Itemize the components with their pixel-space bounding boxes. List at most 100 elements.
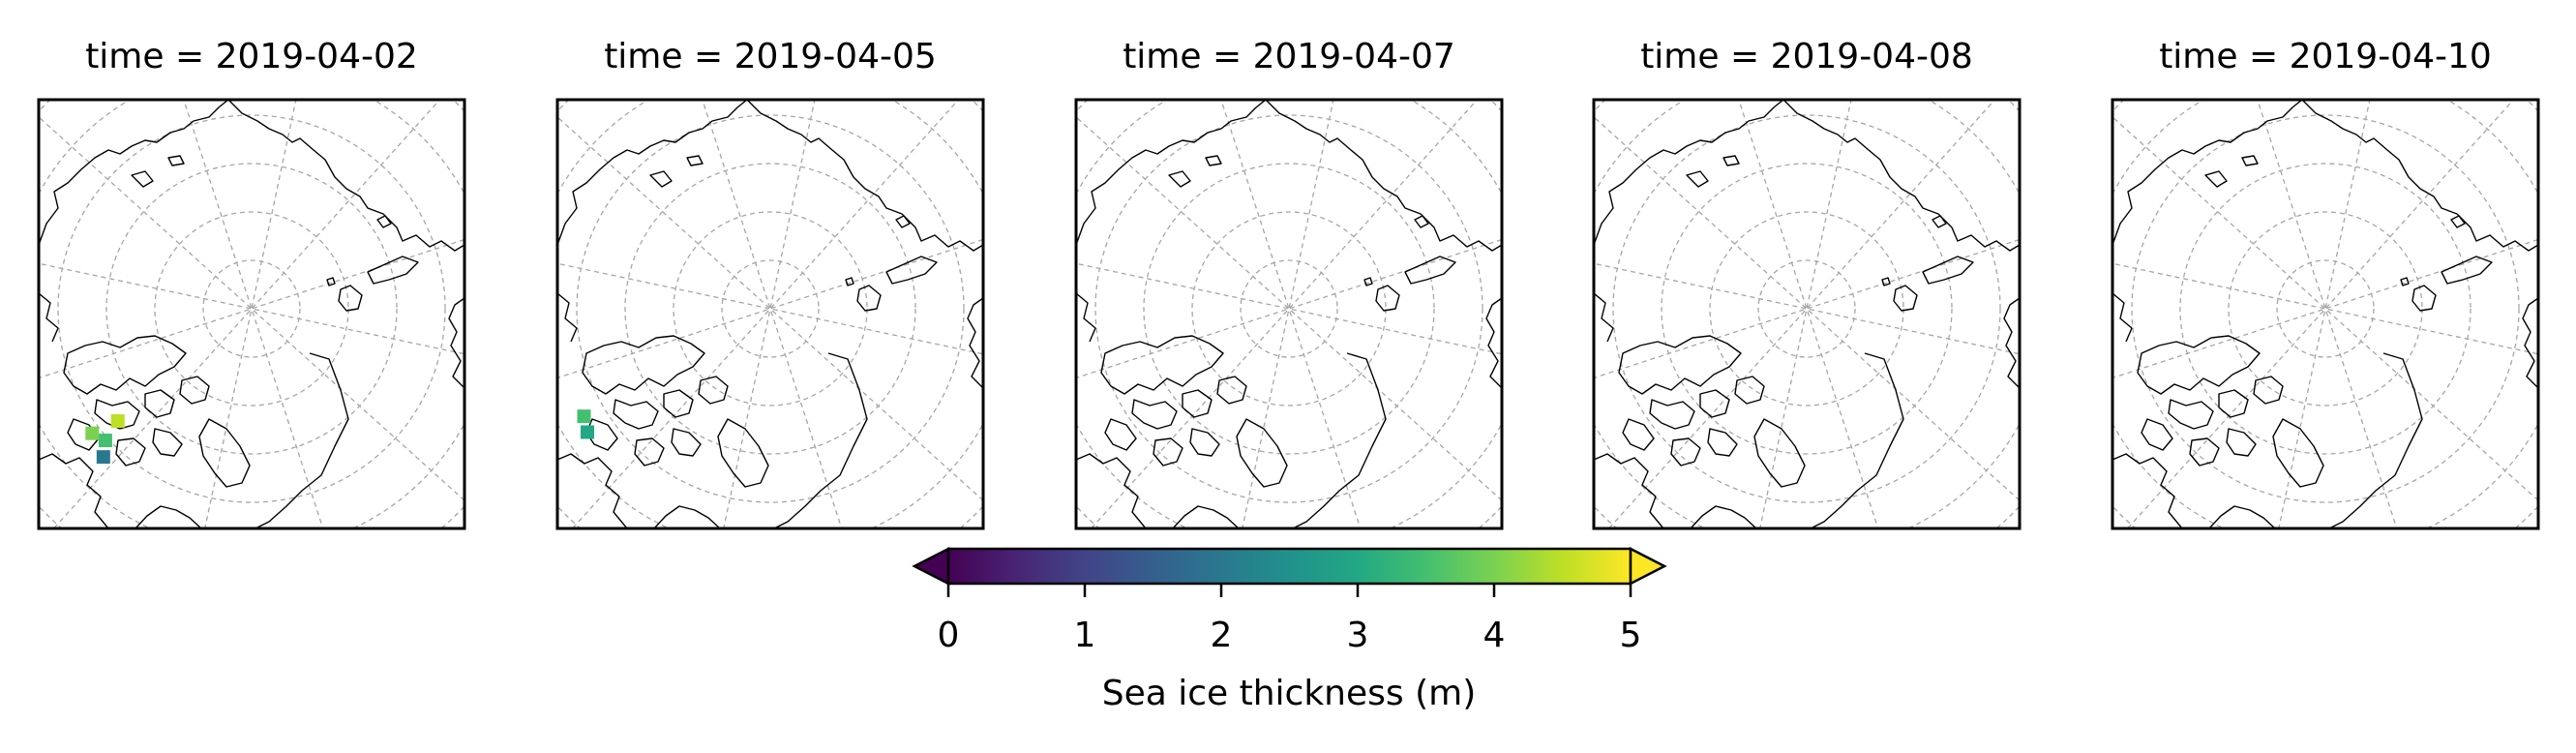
latitude-gridline	[1143, 163, 1435, 455]
map-frame	[555, 98, 985, 530]
coastline	[326, 277, 336, 286]
coastline	[1782, 100, 2020, 252]
coastline	[1265, 100, 1502, 252]
coastline	[1734, 376, 1765, 405]
coastline	[2168, 399, 2214, 430]
coastline	[1100, 335, 1224, 395]
ice-thickness-cell	[110, 414, 125, 429]
coastline	[39, 100, 229, 246]
latitude-gridline	[1240, 259, 1338, 358]
coastline	[2301, 100, 2538, 252]
ice-thickness-cell	[2359, 593, 2373, 607]
coastline	[1881, 277, 1891, 286]
coastline	[2218, 389, 2249, 418]
coastline	[2112, 292, 2133, 343]
coastline	[717, 418, 769, 488]
coastline	[2450, 215, 2466, 228]
meridian-gridline	[52, 100, 441, 528]
meridian-gridline	[1076, 116, 1502, 501]
coastline	[1622, 418, 1655, 451]
coastline	[227, 100, 464, 252]
map-area	[557, 100, 983, 528]
latitude-gridline	[673, 211, 868, 407]
coastline	[582, 335, 705, 395]
coastline	[179, 376, 210, 405]
coastline	[1722, 155, 1740, 166]
coastline	[2522, 297, 2538, 389]
colorbar-extend-min	[912, 546, 950, 587]
coastline	[773, 352, 868, 528]
coastline	[1189, 428, 1220, 457]
map-frame	[2111, 98, 2540, 530]
coastline	[135, 505, 202, 528]
ice-thickness-cell	[577, 409, 591, 424]
coastline	[557, 292, 578, 343]
latitude-gridline	[202, 259, 301, 358]
map-frame	[37, 98, 466, 530]
coastline	[856, 285, 882, 312]
coastline	[1594, 453, 1664, 528]
latitude-gridline	[1094, 114, 1483, 503]
map-frame	[1074, 98, 1504, 530]
coastline	[2411, 285, 2437, 312]
coastline	[2137, 335, 2261, 395]
latitude-gridline	[576, 114, 965, 503]
panel-title: time = 2019-04-10	[2159, 37, 2492, 76]
colorbar-tick-label: 5	[1620, 616, 1642, 655]
coastline	[94, 399, 140, 430]
coastline	[1618, 335, 1742, 395]
panel-title: time = 2019-04-07	[1123, 37, 1455, 76]
coastline	[1076, 453, 1147, 528]
map-panel: time = 2019-04-05	[555, 37, 985, 530]
map-panel: time = 2019-04-10	[2111, 37, 2540, 607]
coastline	[2441, 256, 2493, 285]
coastline	[2141, 418, 2173, 451]
coastline	[115, 437, 146, 467]
colorbar-gradient	[946, 547, 1632, 586]
colorbar-extend-max	[1629, 546, 1667, 587]
coastline	[1810, 352, 1904, 528]
coastline	[1594, 100, 1784, 246]
latitude-gridline	[1191, 211, 1387, 407]
coastline	[663, 389, 694, 418]
coastline	[1131, 399, 1178, 430]
meridian-gridline	[2112, 262, 2538, 355]
coastline	[255, 352, 349, 528]
colorbar-tick-label: 3	[1347, 616, 1369, 655]
meridian-gridline	[2126, 100, 2515, 528]
latitude-gridline	[105, 163, 398, 455]
colorbar-tick-label: 4	[1483, 616, 1506, 655]
latitude-gridline	[2228, 211, 2423, 407]
coastline	[895, 215, 911, 228]
coastline	[746, 100, 983, 252]
coastline	[1216, 376, 1247, 405]
map-area	[1594, 100, 2020, 528]
coastline	[671, 428, 702, 457]
coastline	[557, 453, 628, 528]
coastline	[2253, 376, 2284, 405]
ice-thickness-cell	[2285, 542, 2298, 556]
coastline	[1292, 352, 1387, 528]
coastline	[338, 285, 363, 312]
meridian-gridline	[571, 100, 960, 528]
coastline	[2112, 453, 2183, 528]
colorbar-tick-label: 1	[1074, 616, 1096, 655]
ice-thickness-cell	[85, 426, 100, 440]
coastline	[167, 155, 185, 166]
coastline	[67, 418, 100, 451]
latitude-gridline	[721, 259, 820, 358]
coastline	[1104, 418, 1137, 451]
coastline	[2400, 277, 2410, 286]
coastline	[2189, 437, 2220, 467]
coastline	[2208, 505, 2276, 528]
coastline	[152, 428, 183, 457]
coastline	[1485, 297, 1502, 389]
coastline	[1168, 170, 1191, 188]
coastline	[967, 297, 983, 389]
meridian-gridline	[1090, 100, 1479, 528]
meridian-gridline	[39, 116, 464, 501]
coastline	[1699, 389, 1730, 418]
coastline	[448, 297, 464, 389]
ice-thickness-cell	[580, 425, 594, 439]
coastline	[1076, 292, 1096, 343]
